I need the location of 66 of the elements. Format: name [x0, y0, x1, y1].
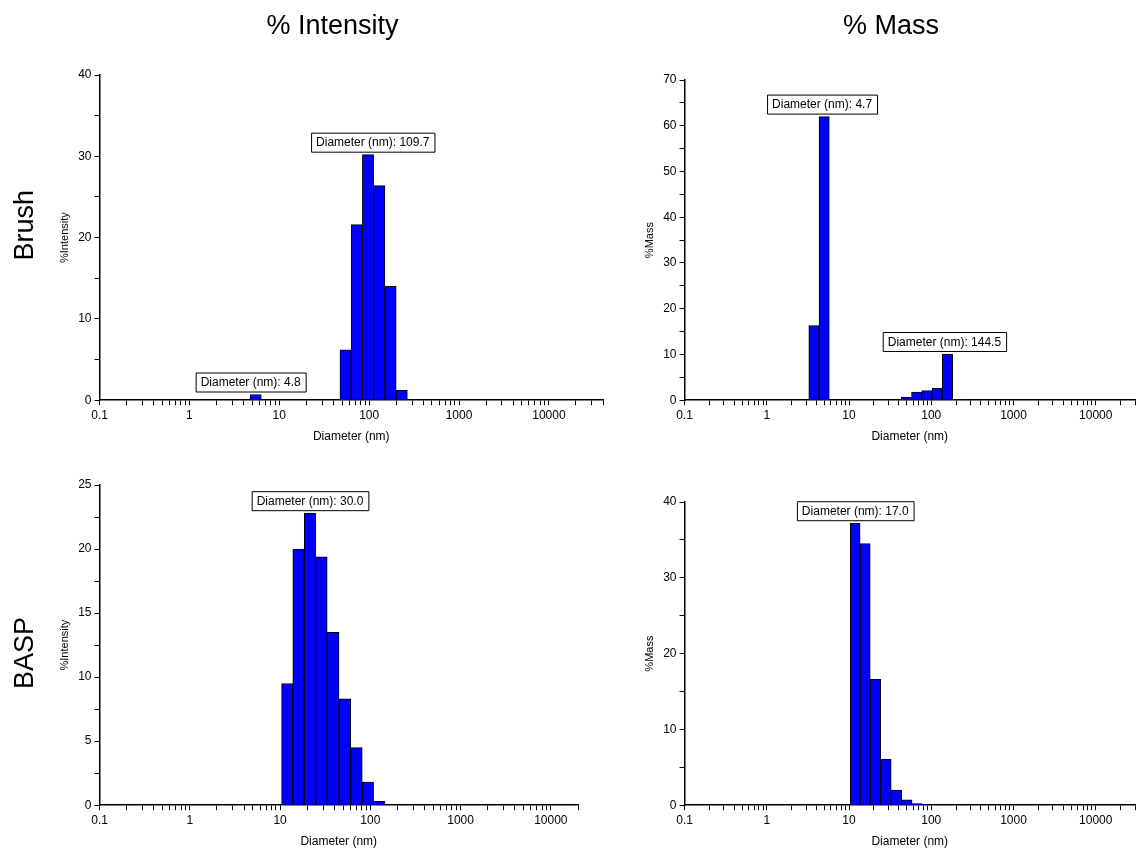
text: BASP	[8, 617, 40, 690]
y-tick-label: 0	[669, 392, 677, 407]
chart-title: % Mass	[842, 10, 940, 41]
x-tick-label: 10000	[1079, 407, 1113, 422]
x-axis-title: Diameter (nm)	[871, 429, 949, 444]
y-axis-title: %Intensity	[57, 211, 70, 263]
x-tick-label: 10	[272, 407, 287, 422]
y-tick-label: 15	[78, 605, 92, 620]
y-axis-title: %Mass	[642, 635, 655, 672]
y-tick-label: 30	[663, 570, 677, 585]
x-tick-label: 100	[360, 812, 381, 827]
y-axis-title: %Mass	[642, 221, 655, 259]
y-tick-label: 10	[78, 669, 92, 684]
y-tick-label: 0	[84, 797, 92, 812]
x-tick-label: 0.1	[91, 812, 109, 827]
x-tick-label: 1	[186, 407, 194, 422]
y-tick-label: 0	[669, 797, 677, 812]
y-tick-label: 40	[663, 209, 677, 224]
x-tick-label: 10000	[532, 407, 566, 422]
x-tick-label: 10000	[1079, 812, 1113, 827]
x-tick-label: 1000	[1000, 812, 1028, 827]
x-tick-label: 10000	[534, 812, 568, 827]
x-tick-label: 10	[842, 407, 857, 422]
x-tick-label: 1	[763, 407, 771, 422]
x-tick-label: 0.1	[91, 407, 109, 422]
x-tick-label: 1000	[447, 812, 475, 827]
x-tick-label: 10	[273, 812, 288, 827]
y-tick-label: 30	[78, 148, 92, 163]
y-tick-label: 10	[663, 346, 677, 361]
y-tick-label: 30	[663, 255, 677, 270]
y-tick-label: 40	[78, 67, 92, 82]
x-tick-label: 0.1	[676, 407, 694, 422]
y-tick-label: 20	[78, 541, 92, 556]
x-tick-label: 1000	[445, 407, 473, 422]
x-tick-label: 1	[763, 812, 771, 827]
x-tick-label: 10	[842, 812, 857, 827]
x-tick-label: 1000	[1000, 407, 1028, 422]
x-axis-title: Diameter (nm)	[300, 834, 378, 849]
y-axis-title: %Intensity	[57, 619, 70, 671]
annotation: Diameter (nm): 4.8	[200, 375, 301, 390]
x-tick-label: 100	[921, 407, 942, 422]
annotation: Diameter (nm): 4.7	[772, 97, 873, 112]
y-tick-label: 5	[84, 733, 92, 748]
y-tick-label: 10	[78, 311, 92, 326]
y-tick-label: 70	[663, 72, 677, 87]
y-tick-label: 10	[663, 721, 677, 736]
y-tick-label: 20	[663, 645, 677, 660]
y-tick-label: 20	[78, 229, 92, 244]
annotation: Diameter (nm): 30.0	[256, 493, 364, 508]
x-axis-title: Diameter (nm)	[871, 834, 949, 849]
y-tick-label: 20	[663, 301, 677, 316]
annotation: Diameter (nm): 109.7	[316, 135, 430, 150]
x-tick-label: 100	[359, 407, 380, 422]
chart-title: % Intensity	[265, 10, 400, 41]
text: Brush	[8, 189, 40, 261]
x-axis-title: Diameter (nm)	[312, 429, 390, 444]
x-tick-label: 1	[186, 812, 194, 827]
annotation: Diameter (nm): 144.5	[887, 334, 1002, 349]
y-tick-label: 40	[663, 494, 677, 509]
annotation: Diameter (nm): 17.0	[801, 504, 909, 519]
y-tick-label: 25	[78, 477, 92, 492]
x-tick-label: 0.1	[676, 812, 694, 827]
y-tick-label: 60	[663, 118, 677, 133]
y-tick-label: 50	[663, 163, 677, 178]
y-tick-label: 0	[84, 392, 92, 407]
x-tick-label: 100	[921, 812, 942, 827]
